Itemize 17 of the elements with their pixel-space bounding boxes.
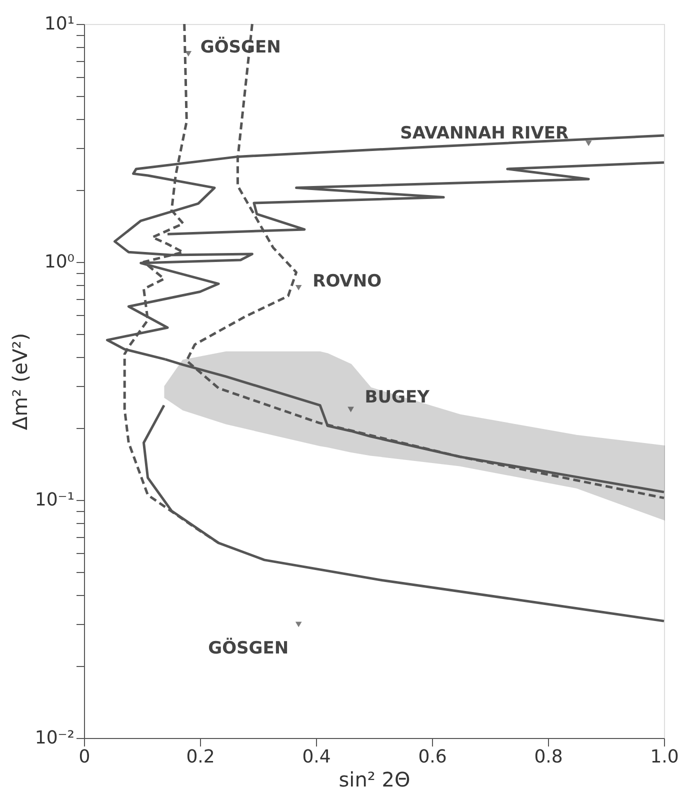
x-tick-label: 0.4 [302, 746, 331, 768]
y-axis-title: Δm² (eV²) [8, 332, 32, 430]
y-tick-label: 10⁰ [44, 252, 74, 272]
x-tick-label: 0.8 [534, 746, 563, 768]
annotation: SAVANNAH RIVER [400, 123, 569, 144]
y-tick-label: 10⁻² [34, 728, 74, 748]
annotation: GÖSGEN [208, 637, 289, 658]
x-tick-label: 0.6 [418, 746, 447, 768]
y-tick-label: 10¹ [44, 14, 74, 34]
x-tick-label: 0.2 [186, 746, 215, 768]
y-tick-label: 10⁻¹ [34, 490, 74, 510]
x-tick-label: 0 [78, 746, 90, 768]
annotation: BUGEY [364, 388, 430, 408]
annotation: ROVNO [312, 272, 382, 292]
x-tick-label: 1.0 [650, 746, 679, 768]
x-axis-title: sin² 2Θ [338, 768, 410, 792]
annotation: GÖSGEN [200, 36, 281, 58]
